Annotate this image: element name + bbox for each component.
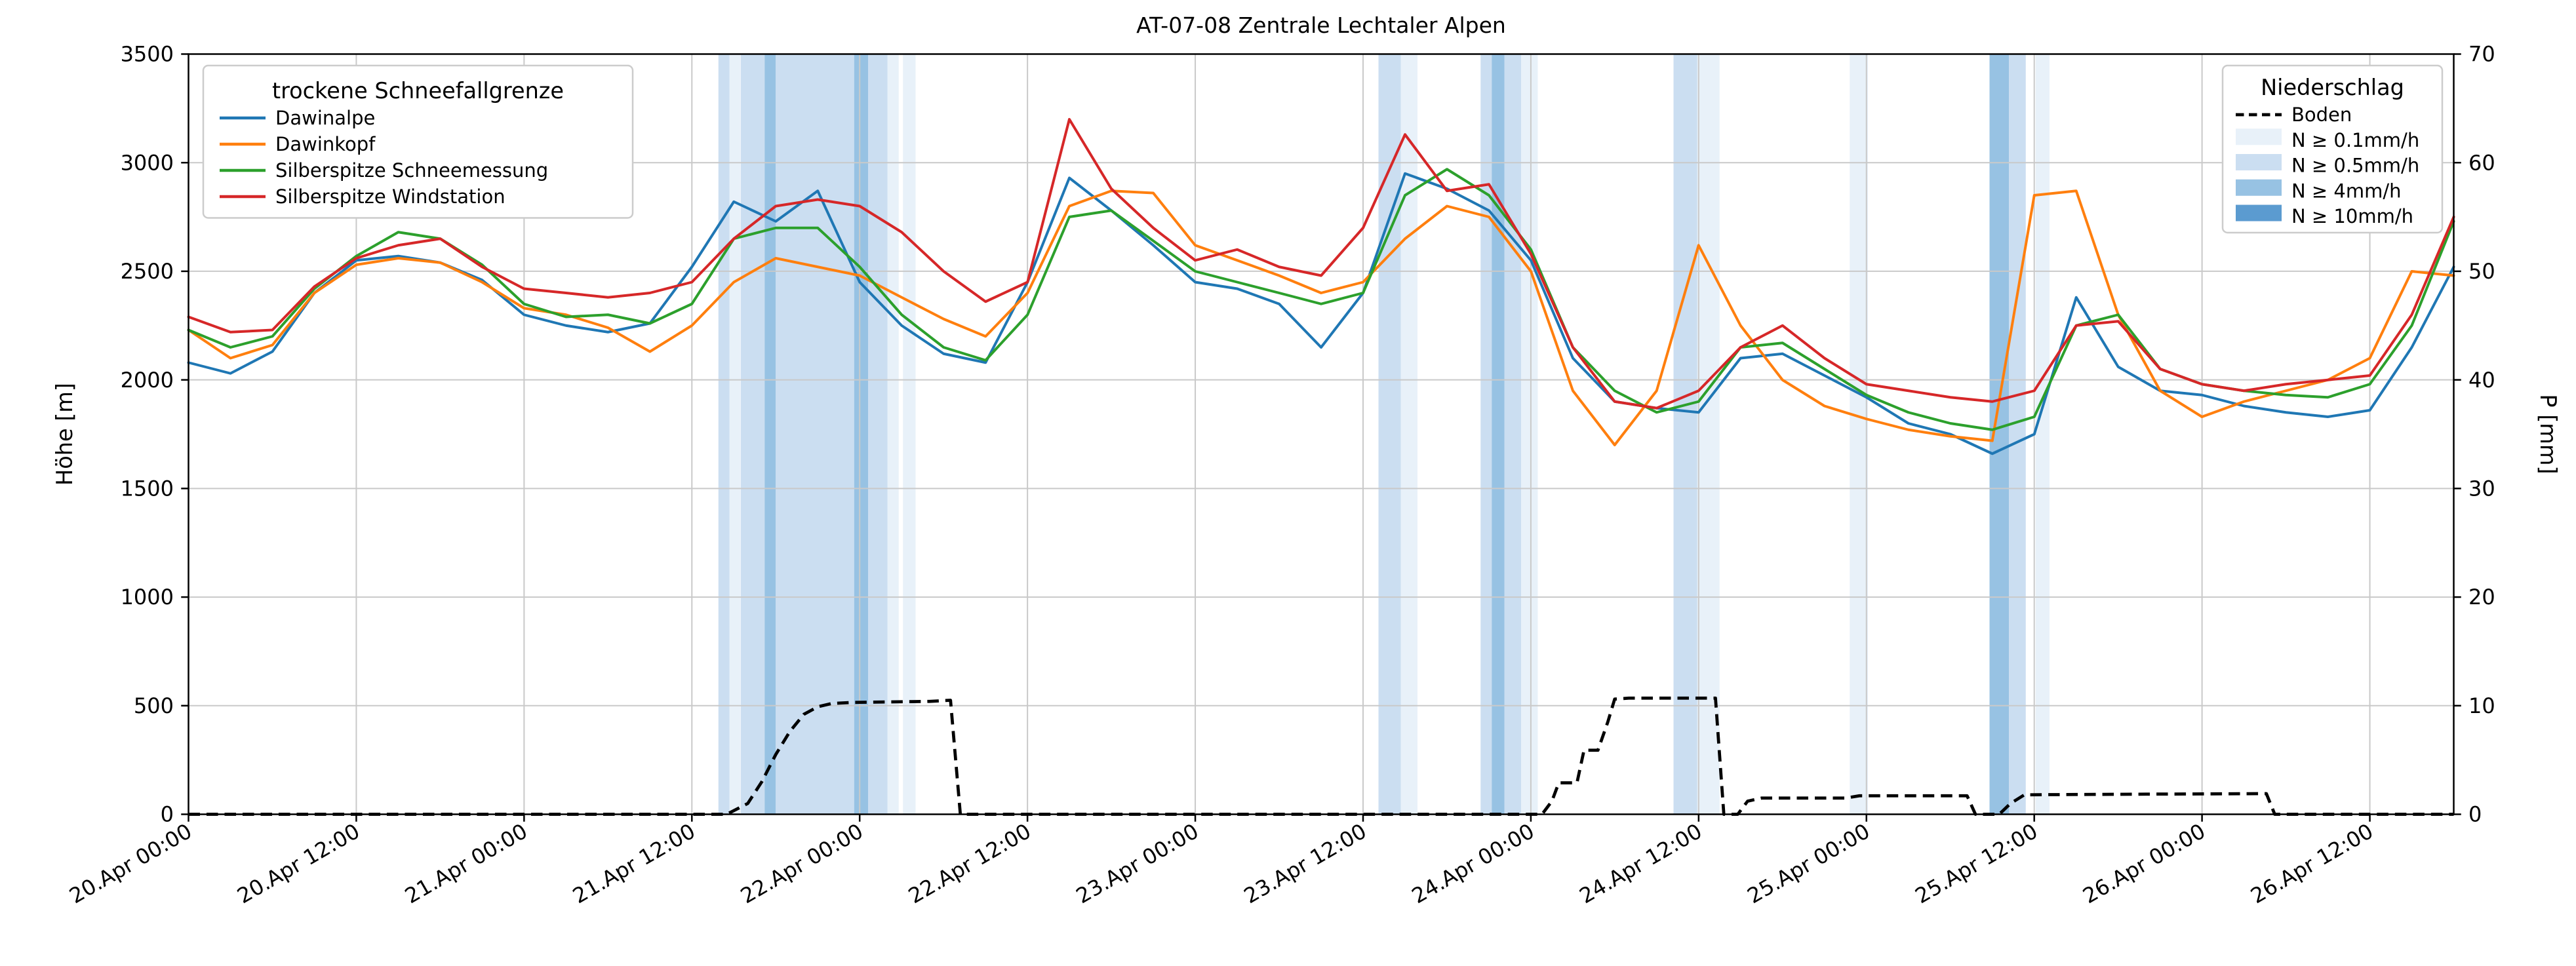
y-right-tick-label: 10 [2468, 693, 2495, 718]
precip-band-0.5 [741, 54, 765, 815]
y-left-tick-label: 1000 [121, 585, 174, 609]
precip-band-0.5 [718, 54, 730, 815]
chart-title: AT-07-08 Zentrale Lechtaler Alpen [1136, 12, 1506, 38]
precip-band-0.1 [1400, 54, 1417, 815]
y-right-tick-label: 0 [2468, 802, 2482, 827]
data-layer [187, 118, 2455, 816]
y-left-tick-label: 0 [161, 802, 174, 827]
precip-band-0.1 [1697, 54, 1720, 815]
y-right-tick-label: 40 [2468, 368, 2495, 393]
x-tick-label: 22.Apr 00:00 [736, 819, 867, 908]
precip-band-4 [764, 54, 776, 815]
y-left-tick-label: 2500 [121, 259, 174, 284]
x-tick-label: 22.Apr 12:00 [904, 819, 1035, 908]
x-tick-label: 24.Apr 12:00 [1575, 819, 1707, 908]
precip-band-0.5 [1378, 54, 1401, 815]
legend-label: Silberspitze Schneemessung [275, 159, 548, 182]
precip-band-0.5 [1673, 54, 1697, 815]
precip-bands-layer [718, 54, 2050, 815]
precip-band-0.1 [1850, 54, 1868, 815]
legend-label: Boden [2291, 104, 2352, 126]
y-right-tick-label: 70 [2468, 42, 2495, 67]
x-tick-label: 23.Apr 00:00 [1072, 819, 1203, 908]
precip-band-4 [854, 54, 868, 815]
y-left-tick-label: 1500 [121, 476, 174, 501]
legend-label: N ≥ 4mm/h [2291, 180, 2402, 202]
y-left-tick-label: 2000 [121, 368, 174, 393]
x-tick-label: 26.Apr 12:00 [2246, 819, 2377, 908]
x-tick-label: 25.Apr 12:00 [1911, 819, 2042, 908]
x-tick-label: 23.Apr 12:00 [1240, 819, 1371, 908]
precip-band-0.5 [776, 54, 854, 815]
x-tick-label: 21.Apr 00:00 [401, 819, 532, 908]
x-tick-label: 20.Apr 12:00 [233, 819, 364, 908]
legend-label: N ≥ 10mm/h [2291, 205, 2413, 227]
legend-label: Dawinalpe [275, 107, 375, 129]
legend-precip-items: Boden N ≥ 0.1mm/h N ≥ 0.5mm/h N ≥ 4mm/h N ≥ … [2236, 104, 2419, 227]
precip-band-0.1 [1521, 54, 1538, 815]
legend-snowline: trockene Schneefallgrenze DawinalpeDawin… [202, 64, 634, 219]
series-line-silberspitze-windstation [187, 118, 2455, 410]
legend-snowline-items: Dawinalpe Dawinkopf Silberspitze Schneemes… [220, 107, 548, 208]
y-right-tick-label: 30 [2468, 476, 2495, 501]
precip-band-0.5 [868, 54, 888, 815]
precip-band-0.5 [2009, 54, 2026, 815]
x-tick-label: 24.Apr 00:00 [1408, 819, 1539, 908]
precip-band-0.1 [729, 54, 741, 815]
precip-band-0.5 [1480, 54, 1492, 815]
legend-label: Silberspitze Windstation [275, 185, 505, 208]
y-left-axis-label: Höhe [m] [52, 383, 77, 486]
precip-band-0.1 [2035, 54, 2050, 815]
legend-snowline-title: trockene Schneefallgrenze [272, 78, 564, 104]
y-left-tick-label: 500 [134, 693, 174, 718]
precip-band-4 [1492, 54, 1505, 815]
legend-precip: Niederschlag Boden N ≥ 0.1mm/h N ≥ 0.5mm/h… [2221, 64, 2444, 234]
series-line-dawinkopf [187, 189, 2455, 447]
y-right-axis-label: P [mm] [2535, 394, 2561, 474]
y-right-tick-label: 20 [2468, 585, 2495, 609]
precip-band-0.5 [1504, 54, 1521, 815]
x-tick-label: 21.Apr 12:00 [568, 819, 700, 908]
plot-border [188, 53, 2455, 815]
legend-precip-title: Niederschlag [2261, 75, 2404, 100]
legend-label: Dawinkopf [275, 133, 376, 155]
precip-band-0.1 [903, 54, 916, 815]
series-line-dawinalpe [187, 172, 2455, 455]
y-right-tick-label: 60 [2468, 150, 2495, 175]
precip-band-0.1 [887, 54, 899, 815]
legend-label: N ≥ 0.5mm/h [2291, 155, 2419, 177]
x-tick-label: 26.Apr 00:00 [2078, 819, 2209, 908]
y-left-tick-label: 3500 [121, 42, 174, 67]
y-right-tick-label: 50 [2468, 259, 2495, 284]
y-left-tick-label: 3000 [121, 150, 174, 175]
x-tick-label: 20.Apr 00:00 [65, 819, 196, 908]
legend-patch-swatch [2236, 154, 2282, 171]
x-tick-label: 25.Apr 00:00 [1743, 819, 1874, 908]
legend-patch-swatch [2236, 128, 2282, 145]
legend-patch-swatch [2236, 179, 2282, 196]
legend-patch-swatch [2236, 204, 2282, 222]
legend-label: N ≥ 0.1mm/h [2291, 129, 2419, 151]
legend-snowline-box [202, 64, 634, 219]
boden-line [188, 696, 2454, 816]
